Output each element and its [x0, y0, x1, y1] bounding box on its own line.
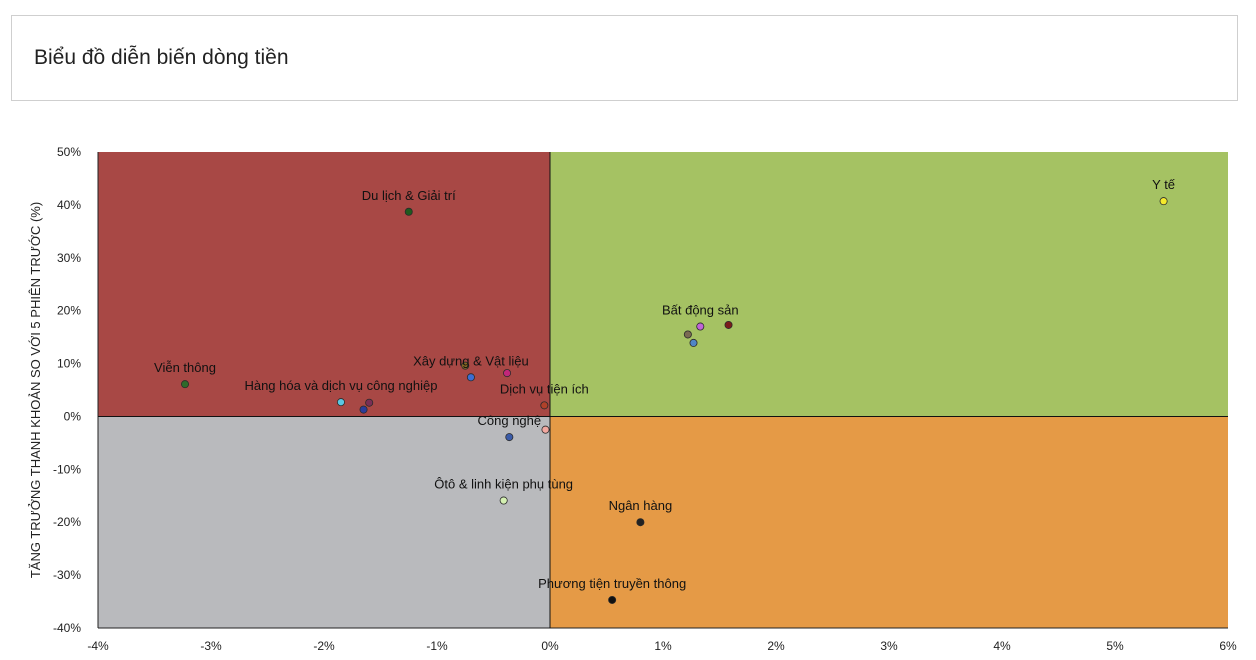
data-point: [1159, 197, 1168, 206]
y-tick-label: -10%: [53, 462, 81, 476]
x-tick-label: 3%: [880, 639, 898, 653]
data-point: [636, 518, 645, 527]
y-axis-label: TĂNG TRƯỞNG THANH KHOẢN SO VỚI 5 PHIÊN T…: [28, 202, 43, 578]
data-points: [181, 197, 1168, 604]
x-tick-label: 0%: [541, 639, 559, 653]
point-labels: Du lịch & Giải trí Viễn thông Hàng hóa và …: [154, 177, 1176, 591]
data-point: [541, 425, 550, 434]
data-point: [696, 322, 705, 331]
point-label: Viễn thông: [154, 360, 216, 375]
data-point: [689, 338, 698, 347]
data-point: [181, 380, 190, 389]
data-point: [724, 320, 733, 329]
y-tick-label: 50%: [57, 145, 81, 159]
y-tick-label: -40%: [53, 621, 81, 635]
data-point: [461, 361, 470, 370]
y-tick-label: 30%: [57, 251, 81, 265]
point-label: Du lịch & Giải trí: [362, 188, 456, 203]
point-label: Hàng hóa và dịch vụ công nghiệp: [244, 378, 437, 393]
x-tick-label: 6%: [1219, 639, 1237, 653]
point-label: Ngân hàng: [609, 498, 673, 513]
axes: [97, 152, 1228, 629]
x-tick-label: -2%: [313, 639, 335, 653]
data-point: [505, 433, 514, 442]
x-tick-label: 4%: [993, 639, 1011, 653]
point-label: Công nghệ: [478, 413, 542, 428]
point-label: Phương tiện truyền thông: [538, 576, 686, 591]
data-point: [365, 398, 374, 407]
y-tick-label: 0%: [64, 409, 82, 423]
data-point: [404, 207, 413, 216]
quadrant-backgrounds: [98, 152, 1228, 628]
quadrant-bottom-right: [550, 416, 1228, 628]
y-tick-label: -20%: [53, 515, 81, 529]
y-tick-label: 10%: [57, 357, 81, 371]
y-tick-label: -30%: [53, 568, 81, 582]
y-tick-label: 20%: [57, 304, 81, 318]
data-point: [499, 496, 508, 505]
page-title: Biểu đồ diễn biến dòng tiền: [34, 46, 289, 69]
y-tick-label: 40%: [57, 198, 81, 212]
point-label: Y tế: [1152, 177, 1176, 192]
data-point: [683, 330, 692, 339]
x-axis-ticks: -4% -3% -2% -1% 0% 1% 2% 3% 4% 5% 6%: [87, 639, 1237, 653]
point-label: Dịch vụ tiện ích: [500, 381, 589, 396]
point-label: Bất động sản: [662, 303, 739, 318]
x-tick-label: -1%: [426, 639, 448, 653]
x-tick-label: 1%: [654, 639, 672, 653]
quadrant-top-right: [550, 152, 1228, 417]
point-label: Xây dựng & Vật liệu: [413, 353, 529, 368]
data-point: [336, 398, 345, 407]
x-tick-label: -4%: [87, 639, 109, 653]
data-point: [359, 405, 368, 414]
chart-title-card: Biểu đồ diễn biến dòng tiền: [11, 15, 1238, 101]
data-point: [466, 373, 475, 382]
y-axis-ticks: -40% -30% -20% -10% 0% 10% 20% 30% 40% 50%: [53, 145, 81, 635]
data-point: [540, 401, 549, 410]
data-point: [608, 595, 617, 604]
quadrant-bottom-left: [98, 416, 550, 628]
quadrant-top-left: [98, 152, 550, 417]
x-tick-label: 5%: [1106, 639, 1124, 653]
x-tick-label: 2%: [767, 639, 785, 653]
x-tick-label: -3%: [200, 639, 222, 653]
point-label: Ôtô & linh kiện phụ tùng: [434, 477, 573, 492]
data-point: [503, 369, 512, 378]
